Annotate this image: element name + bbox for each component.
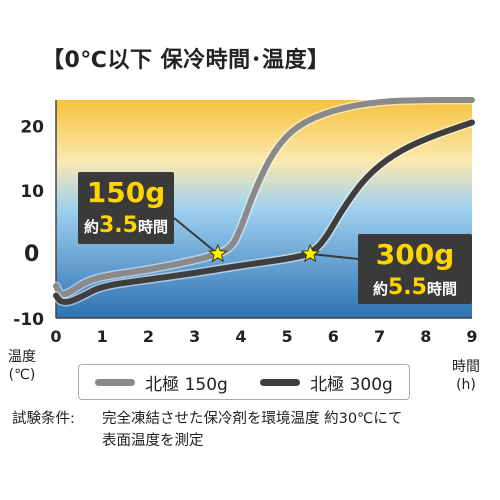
- y-tick-label: 10: [20, 182, 44, 202]
- callout-weight: 150g: [87, 176, 166, 209]
- chart-title: 【0℃以下 保冷時間･温度】: [42, 48, 330, 73]
- y-axis-label-unit: (℃): [8, 367, 36, 383]
- callout-duration: 約5.5時間: [373, 275, 457, 300]
- y-tick-label: -10: [13, 310, 44, 330]
- series-line-300g: [53, 119, 475, 305]
- x-axis-label-line1: 時間: [452, 359, 480, 375]
- callout-layer: 150g 約3.5時間 300g 約5.5時間: [78, 172, 472, 304]
- x-tick-label: 2: [143, 327, 154, 346]
- legend-label-150g: 北極 150g: [145, 374, 228, 395]
- test-conditions-note: 試験条件: 完全凍結させた保冷剤を環境温度 約30℃にて 表面温度を測定: [12, 408, 402, 452]
- star-marker-icon: [300, 243, 321, 263]
- callout-box: [358, 234, 472, 304]
- x-tick-label: 4: [235, 327, 246, 346]
- note-line1: 完全凍結させた保冷剤を環境温度 約30℃にて: [102, 411, 403, 427]
- callout-leader: [173, 217, 219, 255]
- note-line2: 表面温度を測定: [102, 433, 204, 449]
- x-tick-label: 1: [97, 327, 108, 346]
- y-axis-label-line1: 温度: [8, 349, 36, 365]
- x-tick-label: 5: [282, 327, 293, 346]
- note-label: 試験条件:: [12, 411, 75, 427]
- x-axis-label-unit: (h): [456, 377, 476, 393]
- legend-item-300g: 北極 300g: [260, 370, 393, 395]
- legend-label-300g: 北極 300g: [310, 374, 393, 395]
- legend-swatch-300g: [260, 378, 301, 386]
- legend-swatch-150g: [95, 378, 136, 386]
- legend: 北極 150g 北極 300g: [78, 364, 410, 400]
- x-axis-ticks: 0 1 2 3 4 5 6 7 8 9: [50, 327, 477, 346]
- x-tick-label: 7: [374, 327, 385, 346]
- legend-item-150g: 北極 150g: [95, 370, 228, 395]
- star-marker-icon: [207, 243, 228, 263]
- x-tick-label: 8: [420, 327, 431, 346]
- callout-weight: 300g: [376, 238, 455, 271]
- callout-leader: [310, 252, 359, 260]
- callout-box: [78, 172, 174, 244]
- y-axis-ticks: 20 10 0 -10: [13, 118, 44, 330]
- callout-duration: 約3.5時間: [84, 213, 168, 238]
- y-tick-label: 0: [24, 242, 39, 267]
- x-tick-label: 9: [466, 327, 477, 346]
- x-axis-label: 時間 (h): [452, 358, 480, 394]
- x-tick-label: 0: [50, 327, 61, 346]
- y-tick-label: 20: [20, 118, 44, 138]
- x-tick-label: 6: [328, 327, 339, 346]
- x-tick-label: 3: [189, 327, 200, 346]
- y-axis-label: 温度 (℃): [8, 348, 36, 384]
